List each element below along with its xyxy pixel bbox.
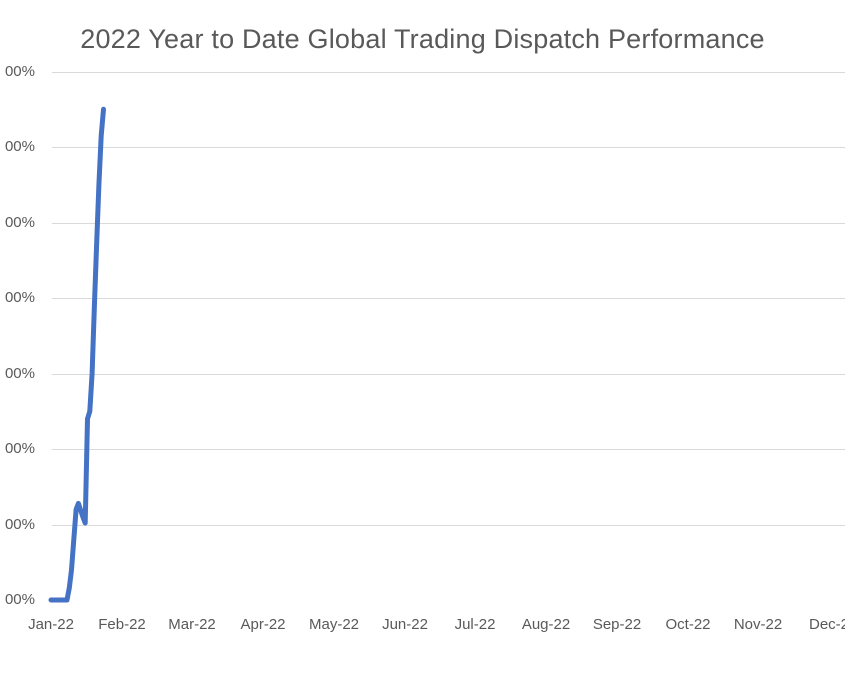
x-axis-tick-label: Nov-22 [733, 616, 783, 633]
data-line-series [48, 106, 106, 603]
gridline [52, 525, 845, 526]
y-axis-tick-label: 00% [4, 516, 35, 533]
y-axis-tick-label: 00% [4, 214, 35, 231]
x-axis-tick-label: May-22 [308, 616, 360, 633]
gridline [52, 449, 845, 450]
y-axis-tick-label: 00% [4, 138, 35, 155]
gridline [52, 223, 845, 224]
x-axis-tick-label: Dec-2 [808, 616, 845, 633]
x-axis-tick-label: Sep-22 [592, 616, 642, 633]
x-axis-tick-label: Apr-22 [240, 616, 286, 633]
y-axis-tick-label: 00% [4, 591, 35, 608]
chart-title: 2022 Year to Date Global Trading Dispatc… [80, 24, 765, 54]
x-axis-tick-label: Jun-22 [382, 616, 428, 633]
x-axis-tick-label: Jul-22 [454, 616, 496, 633]
gridline [52, 147, 845, 148]
y-axis-tick-label: 00% [4, 365, 35, 382]
gridline [52, 374, 845, 375]
x-axis-tick-label: Feb-22 [98, 616, 146, 633]
x-axis-tick-label: Jan-22 [28, 616, 74, 633]
gridline [52, 72, 845, 73]
gridline [52, 298, 845, 299]
y-axis-tick-label: 00% [4, 63, 35, 80]
y-axis-tick-label: 00% [4, 289, 35, 306]
y-axis-tick-label: 00% [4, 440, 35, 457]
x-axis-tick-label: Aug-22 [521, 616, 571, 633]
x-axis-tick-label: Oct-22 [665, 616, 711, 633]
x-axis-tick-label: Mar-22 [168, 616, 216, 633]
